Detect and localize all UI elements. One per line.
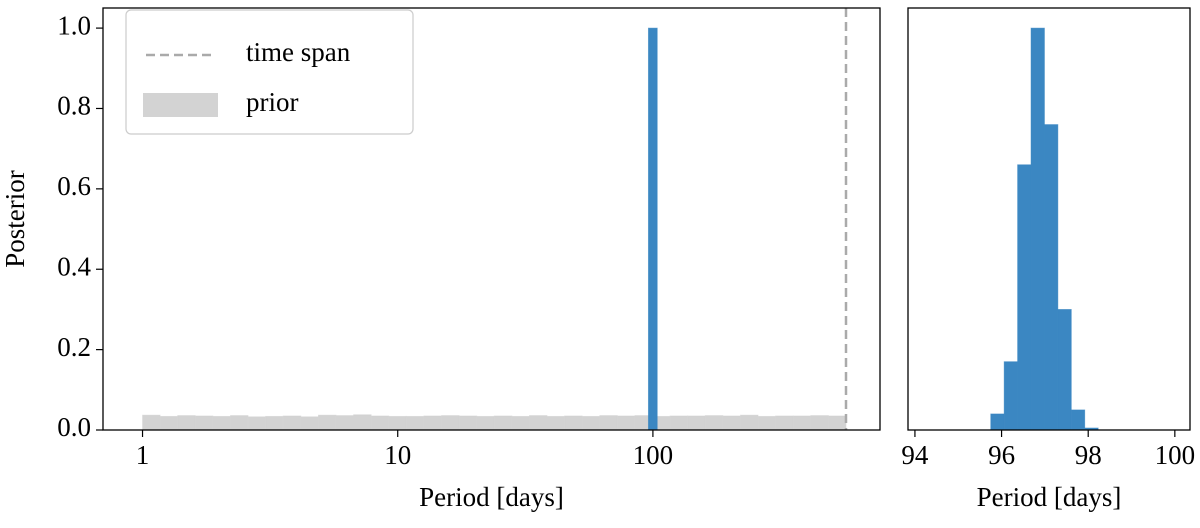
x-tick-label: 98 [1075, 440, 1102, 470]
histogram-bar [669, 415, 689, 431]
x-tick-label: 1 [136, 440, 150, 470]
histogram-bar [740, 414, 759, 431]
histogram-bar [792, 415, 812, 431]
histogram-bar [581, 415, 601, 431]
legend-patch [143, 93, 218, 117]
histogram-bar [388, 415, 407, 431]
histogram-bar [1044, 124, 1059, 431]
histogram-bar [1070, 409, 1086, 431]
histogram-bar [318, 414, 337, 431]
histogram-bar [1057, 309, 1072, 431]
histogram-bar [810, 415, 829, 431]
histogram-bar [194, 415, 214, 431]
histogram-bar [370, 415, 390, 431]
y-tick-label: 0.4 [57, 251, 91, 281]
histogram-bar [722, 415, 741, 431]
legend-label: prior [246, 87, 298, 117]
histogram-bar [441, 415, 460, 431]
histogram-bar [423, 415, 442, 431]
histogram-bar [546, 415, 566, 431]
histogram-bar [828, 415, 847, 431]
legend-label: time span [246, 37, 351, 67]
histogram-bar [247, 416, 267, 431]
histogram-bar [1003, 361, 1018, 431]
histogram-bar [1030, 27, 1045, 431]
histogram-bar [405, 415, 425, 431]
histogram-bar [775, 415, 794, 431]
y-axis-label: Posterior [0, 170, 30, 268]
x-axis-label: Period [days] [977, 482, 1122, 512]
histogram-bar [757, 415, 777, 431]
x-tick-label: 96 [988, 440, 1015, 470]
histogram-bar [990, 413, 1005, 431]
plot-frame [102, 7, 881, 431]
x-axis-label: Period [days] [419, 482, 564, 512]
histogram-bar [353, 414, 372, 431]
histogram-bar [458, 415, 478, 431]
histogram-bar [335, 415, 354, 431]
histogram-bar [230, 415, 249, 431]
histogram-bar [476, 415, 495, 431]
y-tick-label: 0.2 [57, 332, 91, 362]
x-tick-label: 10 [384, 440, 411, 470]
histogram-bar [704, 415, 724, 431]
histogram-bar [529, 415, 548, 431]
histogram-bar [687, 415, 706, 431]
histogram-bar [142, 414, 161, 431]
y-tick-label: 1.0 [57, 10, 91, 40]
x-tick-label: 100 [633, 440, 674, 470]
y-tick-label: 0.8 [57, 91, 91, 121]
histogram-bar [159, 415, 179, 431]
plot-frame [907, 7, 1191, 431]
histogram-bar [177, 415, 196, 431]
y-tick-label: 0.6 [57, 171, 91, 201]
histogram-bar [212, 415, 231, 431]
x-tick-label: 94 [901, 440, 929, 470]
histogram-bar [511, 415, 530, 431]
histogram-bar [265, 415, 284, 431]
histogram-bar [599, 415, 618, 431]
histogram-bar [300, 416, 319, 431]
y-tick-label: 0.0 [57, 412, 91, 442]
histogram-bar [1017, 164, 1032, 431]
histogram-bar [493, 415, 513, 431]
x-tick-label: 100 [1155, 440, 1196, 470]
histogram-bar [647, 27, 658, 431]
histogram-bar [616, 415, 636, 431]
histogram-bar [282, 415, 302, 431]
histogram-bar [564, 415, 583, 431]
